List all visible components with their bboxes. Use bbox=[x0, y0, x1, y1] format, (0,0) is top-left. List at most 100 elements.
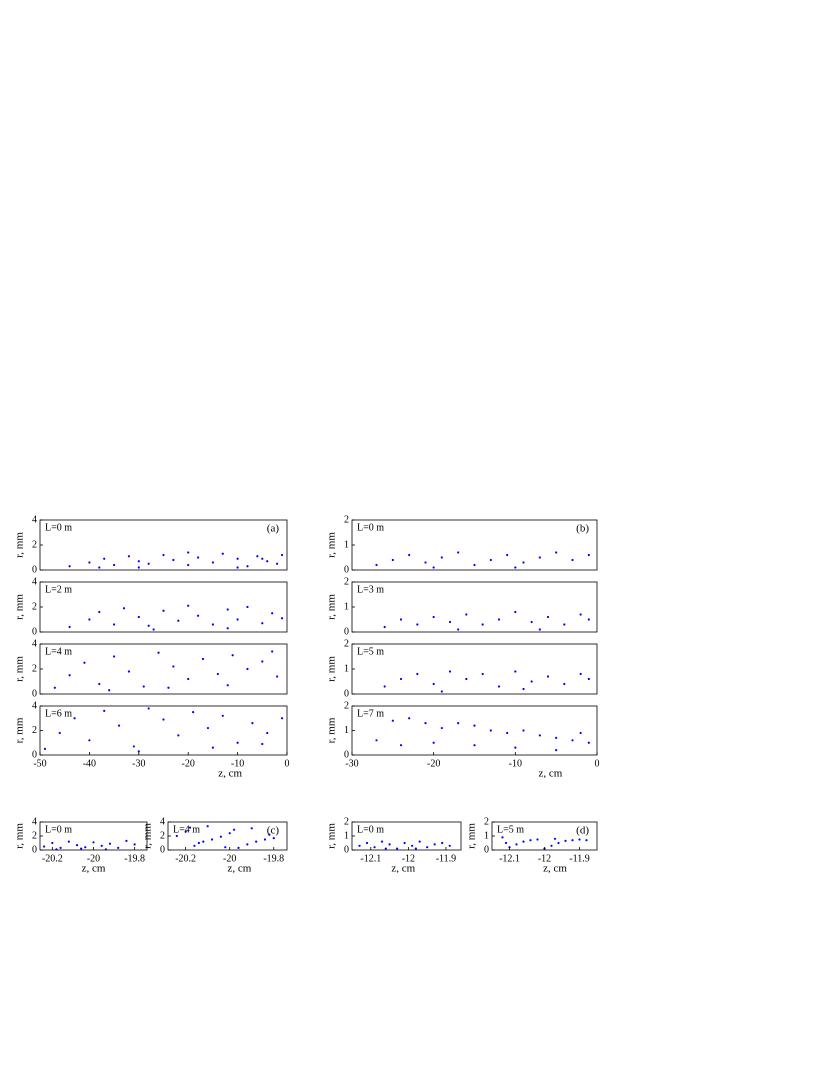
point bbox=[221, 714, 224, 717]
point bbox=[184, 830, 187, 833]
plot-frame bbox=[39, 643, 288, 695]
point bbox=[414, 847, 417, 850]
point bbox=[380, 840, 384, 843]
point bbox=[211, 561, 214, 564]
point bbox=[231, 654, 234, 657]
point bbox=[167, 686, 170, 689]
x-tick-label: -19.8 bbox=[124, 853, 145, 864]
point bbox=[117, 846, 120, 850]
point bbox=[504, 841, 508, 845]
point bbox=[68, 674, 71, 677]
point bbox=[162, 718, 165, 721]
point bbox=[206, 726, 210, 730]
plot-frame bbox=[351, 643, 598, 695]
point bbox=[546, 675, 550, 678]
point bbox=[506, 731, 509, 735]
panel: 0 1 2 r, mm L=3 m bbox=[326, 576, 598, 637]
point bbox=[424, 722, 427, 725]
point bbox=[73, 717, 76, 720]
point bbox=[236, 741, 239, 744]
annotation: L=0 m bbox=[45, 522, 72, 533]
y-tick-label: 2 bbox=[32, 601, 37, 612]
point bbox=[59, 846, 62, 850]
point bbox=[261, 742, 264, 746]
point bbox=[216, 672, 219, 676]
point bbox=[424, 561, 427, 564]
point bbox=[187, 677, 190, 681]
point bbox=[83, 661, 86, 664]
y-tick-label: 2 bbox=[344, 576, 349, 587]
y-tick-label: 1 bbox=[344, 725, 349, 736]
y-tick-label: 2 bbox=[344, 700, 349, 711]
point bbox=[103, 709, 106, 713]
point bbox=[68, 565, 71, 568]
point bbox=[416, 672, 419, 676]
point bbox=[587, 618, 590, 621]
point bbox=[43, 845, 46, 848]
point bbox=[122, 607, 126, 610]
point bbox=[571, 739, 574, 742]
annotation: L=4 m bbox=[173, 824, 200, 835]
y-tick-label: 2 bbox=[344, 514, 349, 525]
point bbox=[147, 562, 150, 565]
y-tick-label: 1 bbox=[344, 601, 349, 612]
y-axis-label: r, mm bbox=[326, 532, 338, 558]
panel: 0 1 2 -30 -20 -10 0 r, mm z, cm L=7 m bbox=[326, 700, 600, 779]
panel: 0 2 4 r, mm L=4 m bbox=[14, 638, 288, 699]
y-tick-label: 2 bbox=[344, 638, 349, 649]
y-tick-label: 4 bbox=[32, 576, 37, 587]
point bbox=[58, 731, 61, 735]
point bbox=[108, 689, 111, 692]
point bbox=[481, 672, 484, 676]
point bbox=[501, 836, 504, 839]
point bbox=[84, 846, 87, 849]
point bbox=[563, 682, 566, 686]
point bbox=[88, 561, 91, 564]
panel: 0 2 4 r, mm L=0 m (a) bbox=[14, 514, 288, 575]
point bbox=[98, 610, 101, 614]
y-axis-label: r, mm bbox=[14, 656, 26, 682]
point bbox=[103, 557, 106, 560]
panel-label: (b) bbox=[576, 523, 589, 535]
point bbox=[399, 618, 403, 621]
point bbox=[418, 840, 421, 843]
point bbox=[514, 670, 517, 673]
y-axis-label: r, mm bbox=[14, 823, 26, 849]
point bbox=[80, 847, 83, 850]
y-tick-label: 4 bbox=[32, 700, 37, 711]
point bbox=[246, 565, 249, 568]
point bbox=[246, 667, 249, 671]
point bbox=[237, 846, 240, 850]
point bbox=[514, 610, 517, 614]
point bbox=[236, 618, 239, 621]
x-tick-label: -20.2 bbox=[42, 853, 63, 864]
y-axis-label: r, mm bbox=[326, 656, 338, 682]
y-tick-label: 1 bbox=[344, 663, 349, 674]
point bbox=[172, 665, 175, 668]
point bbox=[53, 686, 56, 689]
annotation: L=5 m bbox=[357, 646, 384, 657]
point bbox=[497, 685, 501, 688]
point bbox=[473, 563, 476, 567]
y-tick-label: 0 bbox=[32, 844, 37, 855]
point bbox=[43, 747, 47, 750]
y-tick-label: 0 bbox=[160, 844, 165, 855]
x-tick-label: -11.9 bbox=[436, 853, 456, 864]
point bbox=[157, 651, 160, 654]
point bbox=[426, 846, 429, 849]
point bbox=[388, 843, 391, 846]
point bbox=[193, 844, 196, 847]
point bbox=[228, 832, 231, 835]
point bbox=[563, 623, 566, 626]
point bbox=[147, 707, 150, 710]
point bbox=[530, 680, 533, 683]
panel-label: (c) bbox=[267, 825, 280, 837]
y-tick-label: 2 bbox=[344, 816, 349, 827]
point bbox=[571, 558, 574, 562]
y-axis-label: r, mm bbox=[14, 717, 26, 743]
point bbox=[411, 844, 414, 847]
point bbox=[113, 623, 116, 626]
x-tick-label: -50 bbox=[33, 758, 46, 769]
x-tick-label: -12.1 bbox=[499, 853, 520, 864]
point bbox=[137, 566, 140, 569]
